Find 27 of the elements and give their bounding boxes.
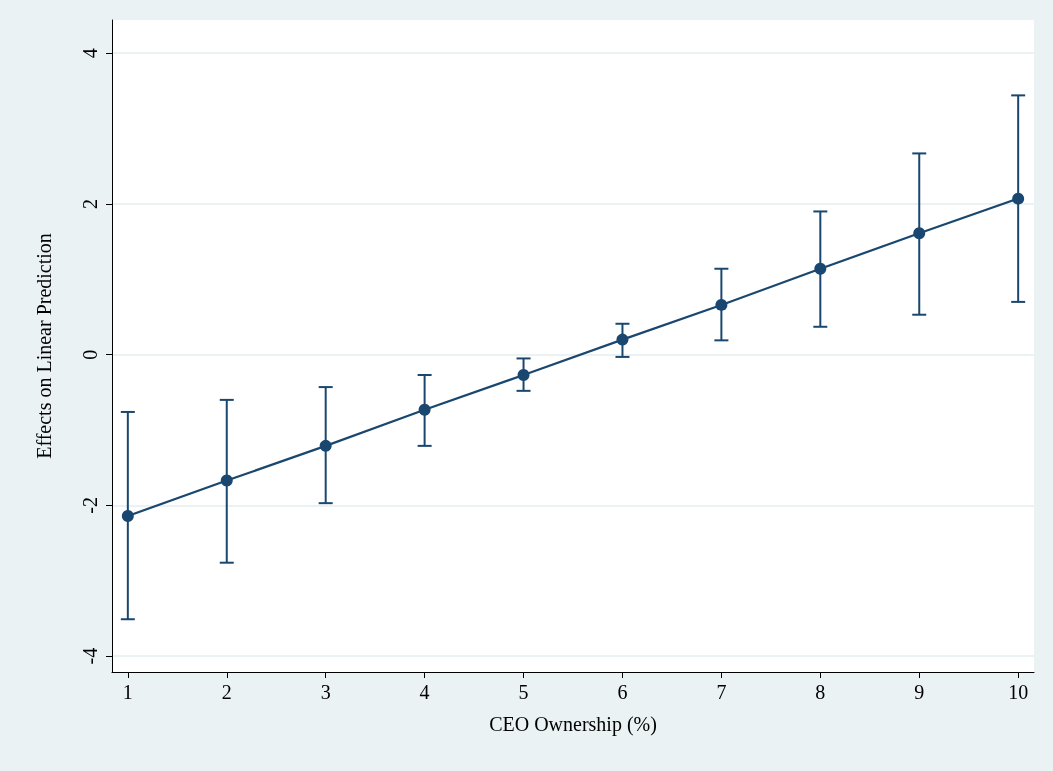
point — [517, 369, 530, 382]
x-tick-label: 3 — [320, 681, 331, 703]
y-axis-title: Effects on Linear Prediction — [33, 233, 55, 459]
x-tick-label: 6 — [617, 681, 628, 703]
y-tick-label: 4 — [79, 48, 101, 59]
point — [913, 227, 926, 240]
x-axis-title: CEO Ownership (%) — [489, 713, 657, 736]
point — [814, 262, 827, 275]
point — [319, 439, 332, 452]
y-tick-label: 0 — [79, 349, 101, 360]
point — [121, 509, 134, 522]
x-tick-label: 9 — [914, 681, 925, 703]
x-tick-label: 1 — [122, 681, 133, 703]
x-tick-label: 4 — [419, 681, 430, 703]
point — [715, 298, 728, 311]
x-tick-label: 5 — [518, 681, 529, 703]
point — [220, 474, 233, 487]
point — [1012, 192, 1025, 205]
y-tick-label: -2 — [79, 497, 101, 514]
x-tick-label: 8 — [815, 681, 826, 703]
x-tick-label: 10 — [1008, 681, 1029, 703]
x-tick-label: 2 — [221, 681, 232, 703]
x-tick-label: 7 — [716, 681, 727, 703]
y-tick-label: -4 — [79, 647, 101, 665]
point — [418, 403, 431, 416]
y-tick-label: 2 — [79, 198, 101, 209]
point — [616, 333, 629, 346]
